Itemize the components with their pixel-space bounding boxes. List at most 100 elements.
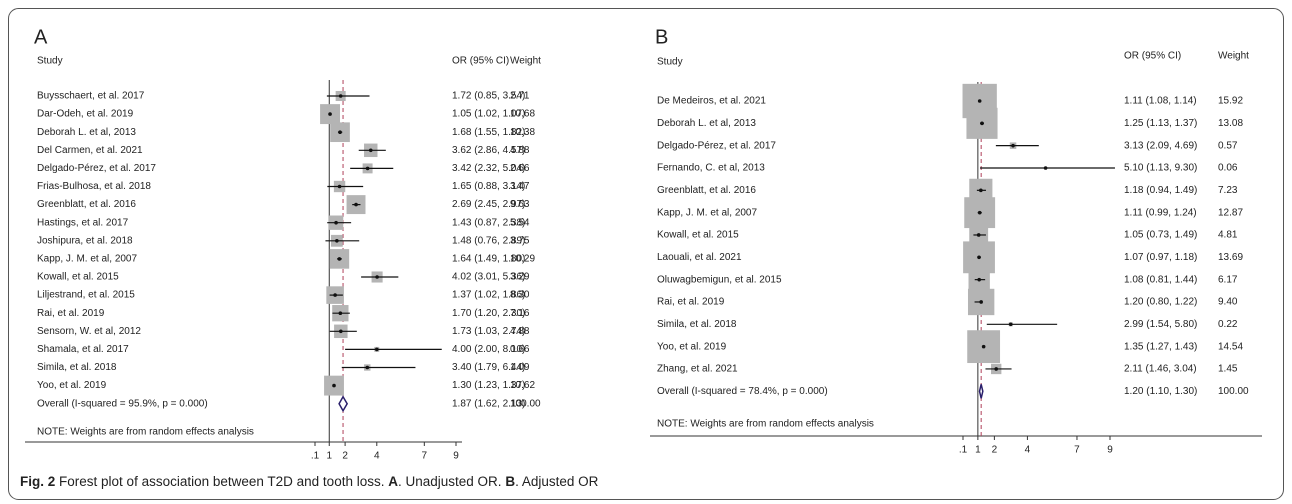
study-name: Joshipura, et al. 2018 <box>37 235 133 246</box>
or-label: 3.62 (2.86, 4.57) <box>452 145 525 156</box>
point-estimate <box>374 347 379 352</box>
point-estimate <box>1043 166 1048 170</box>
point-estimate <box>977 210 982 215</box>
point-estimate <box>994 367 998 371</box>
or-label: 1.18 (0.94, 1.49) <box>1124 185 1197 196</box>
study-name: Greenblatt, et al. 2016 <box>37 199 136 210</box>
study-name: Oluwagbemigun, et al. 2015 <box>657 274 782 285</box>
x-tick-label: 2 <box>992 445 998 456</box>
study-name: Yoo, et al. 2019 <box>657 341 727 352</box>
caption-b-text: . Adjusted OR <box>515 474 599 489</box>
x-tick-label: 4 <box>1025 445 1031 456</box>
or-label: 1.48 (0.76, 2.89) <box>452 235 525 246</box>
weight-label: 7.23 <box>1218 185 1238 196</box>
caption-text: Forest plot of association between T2D a… <box>59 474 384 489</box>
weight-header: Weight <box>510 56 541 67</box>
point-estimate <box>334 220 338 225</box>
or-label: 2.11 (1.46, 3.04) <box>1124 364 1197 375</box>
study-name: Shamala, et al. 2017 <box>37 344 129 355</box>
point-estimate <box>339 329 343 334</box>
point-estimate <box>338 311 343 316</box>
study-name: Delgado-Pérez, et al. 2017 <box>37 163 156 174</box>
or-label: 1.43 (0.87, 2.38) <box>452 217 525 228</box>
note: NOTE: Weights are from random effects an… <box>657 419 874 430</box>
or-label: 3.42 (2.32, 5.04) <box>452 163 525 174</box>
or-label: 1.05 (0.73, 1.49) <box>1124 230 1197 241</box>
study-name: Frias-Bulhosa, et al. 2018 <box>37 181 151 192</box>
overall-or-label: 1.20 (1.10, 1.30) <box>1124 386 1197 397</box>
study-name: Delgado-Pérez, et al. 2017 <box>657 140 776 151</box>
weight-label: 13.69 <box>1218 252 1243 263</box>
study-name: Del Carmen, et al. 2021 <box>37 145 143 156</box>
or-label: 4.00 (2.00, 8.10) <box>452 344 525 355</box>
overall-diamond <box>978 384 984 399</box>
caption: Fig. 2 Forest plot of association betwee… <box>20 474 599 489</box>
weight-label: 10.38 <box>510 127 535 138</box>
study-name: Zhang, et al. 2021 <box>657 364 738 375</box>
or-label: 2.69 (2.45, 2.97) <box>452 199 525 210</box>
weight-label: 7.16 <box>510 308 530 319</box>
weight-label: 9.63 <box>510 199 530 210</box>
weight-label: 3.47 <box>510 181 530 192</box>
x-tick-label: 9 <box>1107 445 1113 456</box>
x-tick-label: 7 <box>422 451 428 462</box>
weight-label: 4.88 <box>510 145 530 156</box>
panel-label: A <box>34 26 48 48</box>
panel-label: B <box>655 26 668 48</box>
weight-label: 0.06 <box>1218 163 1238 174</box>
point-estimate <box>365 166 370 171</box>
weight-label: 0.57 <box>1218 140 1238 151</box>
or-label: 1.11 (1.08, 1.14) <box>1124 96 1197 107</box>
overall-diamond <box>338 395 349 413</box>
point-estimate <box>979 300 983 304</box>
overall-weight-label: 100.00 <box>1218 386 1249 397</box>
figure-border <box>8 8 1284 500</box>
study-name: Deborah L. et al, 2013 <box>657 118 756 129</box>
weight-label: 14.54 <box>1218 341 1243 352</box>
weight-label: 2.71 <box>510 91 530 102</box>
overall-label: Overall (I-squared = 78.4%, p = 0.000) <box>657 386 828 397</box>
weight-label: 4.81 <box>1218 230 1238 241</box>
or-label: 1.07 (0.97, 1.18) <box>1124 252 1197 263</box>
point-estimate <box>338 130 342 134</box>
study-name: Deborah L. et al, 2013 <box>37 127 136 138</box>
or-label: 1.73 (1.03, 2.74) <box>452 326 525 337</box>
or-label: 1.35 (1.27, 1.43) <box>1124 341 1197 352</box>
or-label: 3.13 (2.09, 4.69) <box>1124 140 1197 151</box>
caption-b: B <box>505 474 515 489</box>
overall-label: Overall (I-squared = 95.9%, p = 0.000) <box>37 398 208 409</box>
point-estimate <box>981 344 986 349</box>
or-label: 3.40 (1.79, 6.44) <box>452 362 525 373</box>
weight-label: 1.09 <box>510 362 530 373</box>
or-label: 1.25 (1.13, 1.37) <box>1124 118 1197 129</box>
or-label: 1.30 (1.23, 1.37) <box>452 380 525 391</box>
or-label: 1.72 (0.85, 3.54) <box>452 91 525 102</box>
study-name: Dar-Odeh, et al. 2019 <box>37 109 134 120</box>
study-name: Liljestrand, et al. 2015 <box>37 290 135 301</box>
weight-label: 2.66 <box>510 163 530 174</box>
point-estimate <box>338 94 343 98</box>
study-name: Rai, et al. 2019 <box>37 308 105 319</box>
caption-figure: Fig. 2 <box>20 474 55 489</box>
point-estimate <box>354 202 358 207</box>
or-label: 1.37 (1.02, 1.86) <box>452 290 525 301</box>
weight-label: 15.92 <box>1218 96 1243 107</box>
weight-label: 5.54 <box>510 217 530 228</box>
point-estimate <box>337 257 342 261</box>
or-label: 1.68 (1.55, 1.82) <box>452 127 525 138</box>
study-name: Kapp, J. M. et al, 2007 <box>37 254 137 265</box>
weight-label: 0.22 <box>1218 319 1238 330</box>
weight-label: 3.29 <box>510 272 530 283</box>
weight-label: 10.62 <box>510 380 535 391</box>
point-estimate <box>976 233 981 237</box>
point-estimate <box>980 121 984 126</box>
or-label: 2.99 (1.54, 5.80) <box>1124 319 1197 330</box>
x-tick-label: 1 <box>975 445 981 456</box>
x-tick-label: 9 <box>453 451 459 462</box>
weight-label: 0.66 <box>510 344 530 355</box>
x-tick-label: 4 <box>374 451 380 462</box>
point-estimate <box>977 99 982 103</box>
or-label: 1.11 (0.99, 1.24) <box>1124 207 1197 218</box>
weight-label: 10.29 <box>510 254 535 265</box>
